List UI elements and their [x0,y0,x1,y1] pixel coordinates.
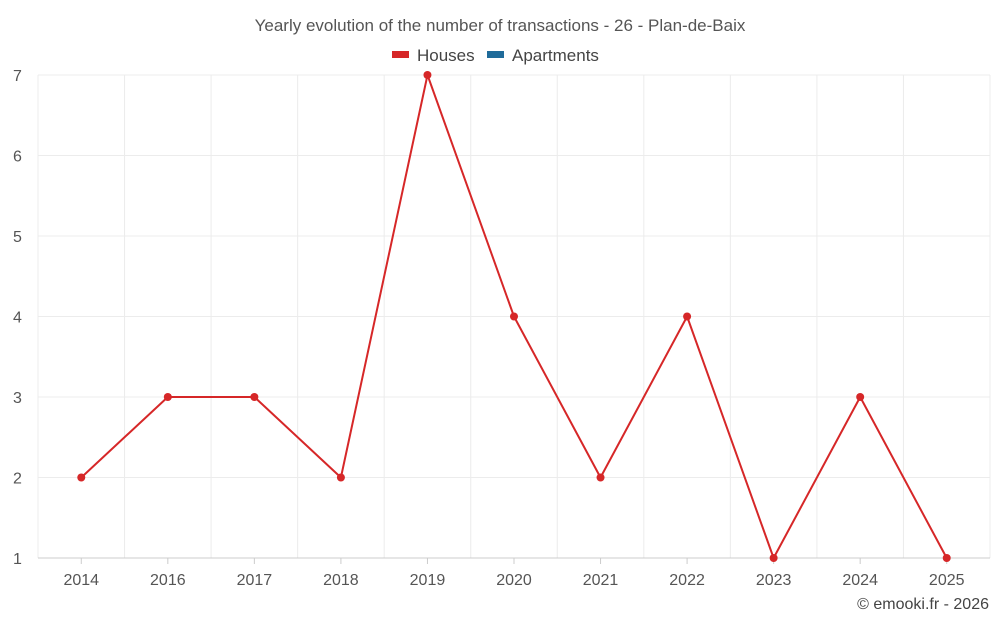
legend-swatch-houses [392,51,409,58]
y-tick-label: 1 [13,551,22,568]
chart-title: Yearly evolution of the number of transa… [255,16,746,35]
y-tick-label: 7 [13,68,22,85]
legend-swatch-apartments [487,51,504,58]
data-point[interactable] [942,554,951,562]
data-point[interactable] [510,312,518,321]
series-layer [77,71,951,562]
legend-item-apartments[interactable]: Apartments [487,46,599,65]
y-tick-label: 5 [13,229,22,246]
grid [37,74,991,559]
x-tick-label: 2024 [842,572,878,589]
data-point[interactable] [336,473,345,482]
x-tick-label: 2023 [756,572,792,589]
y-tick-label: 6 [13,149,22,166]
x-tick-label: 2022 [669,572,705,589]
x-tick-label: 2016 [150,572,186,589]
legend-label-apartments: Apartments [512,46,599,65]
data-point[interactable] [423,71,432,79]
legend: Houses Apartments [392,46,599,65]
x-tick-label: 2018 [323,572,359,589]
x-tick-label: 2017 [237,572,273,589]
x-tick-label: 2019 [410,572,446,589]
x-tick-label: 2025 [929,572,965,589]
data-point[interactable] [163,393,172,401]
y-tick-label: 3 [13,390,22,407]
data-point[interactable] [769,554,778,562]
y-tick-label: 2 [13,471,22,488]
y-tick-label: 4 [13,310,22,327]
legend-label-houses: Houses [417,46,475,65]
data-point[interactable] [250,393,259,401]
data-point[interactable] [596,473,605,482]
credit-text: © emooki.fr - 2026 [857,596,989,613]
x-axis-ticks: 2014 2016 2017 2018 2019 2020 2021 2022 2023 2024… [63,558,965,589]
x-tick-label: 2014 [63,572,99,589]
data-point[interactable] [683,312,692,321]
legend-item-houses[interactable]: Houses [392,46,475,65]
x-tick-label: 2020 [496,572,532,589]
data-point[interactable] [77,473,86,482]
y-axis-ticks: 1 2 3 4 5 6 7 [13,68,22,568]
x-tick-label: 2021 [583,572,619,589]
data-point[interactable] [856,393,865,401]
